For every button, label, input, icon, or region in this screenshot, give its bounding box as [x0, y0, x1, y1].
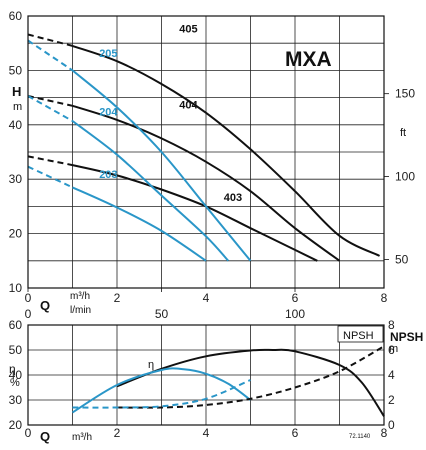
- series-label-404: 404: [179, 99, 198, 111]
- curve-203-dashed: [27, 165, 73, 189]
- y2-tick-label: 100: [395, 170, 415, 184]
- npsh-curve-black: [116, 345, 385, 409]
- h-axis-label: H: [12, 84, 21, 99]
- y2-tick-label: 0: [388, 418, 395, 432]
- npsh-box: [337, 325, 384, 343]
- head-chart-grid: [28, 16, 384, 288]
- x-tick-label: 4: [203, 291, 210, 305]
- y-tick-label: 60: [9, 318, 23, 332]
- q-axis-label: Q: [40, 298, 50, 313]
- x2-tick-label: 100: [285, 307, 305, 321]
- y-tick-label: 50: [9, 63, 23, 77]
- eta-curve-label: η: [148, 359, 154, 371]
- x-tick-label: 8: [381, 426, 388, 440]
- y-tick-label: 40: [9, 368, 23, 382]
- curve-405: [72, 44, 381, 257]
- y2-tick-label: 150: [395, 87, 415, 101]
- series-label-403: 403: [224, 192, 242, 204]
- chart-title: MXA: [285, 48, 332, 71]
- curve-204-dashed: [27, 95, 73, 122]
- curve-403-dashed: [27, 155, 73, 167]
- y2-tick-label: 4: [388, 368, 395, 382]
- eta-axis-unit: %: [10, 377, 20, 389]
- x-tick-label: 6: [292, 291, 299, 305]
- y2-tick-label: 6: [388, 343, 395, 357]
- x-tick-label: 0: [25, 426, 32, 440]
- x-tick-label: 4: [203, 426, 210, 440]
- x-tick-label: 2: [114, 426, 121, 440]
- q-axis-unit-m3h: m³/h: [70, 291, 90, 302]
- curve-404: [72, 104, 341, 262]
- y2-tick-label: 8: [388, 318, 395, 332]
- q-axis-unit-bottom: m³/h: [72, 432, 92, 443]
- y-tick-label: 30: [9, 393, 23, 407]
- x-tick-label: 0: [25, 291, 32, 305]
- curve-204: [71, 120, 230, 262]
- x-tick-label: 6: [292, 426, 299, 440]
- head-chart-ticks: 10 20 30 40 50 60 0 2 4 6 8 0 50 100 50 100 150: [9, 9, 416, 321]
- efficiency-chart-grid: [28, 325, 384, 425]
- npsh-curve-blue: [72, 379, 251, 409]
- series-label-205: 205: [99, 48, 117, 60]
- y-tick-label: 60: [9, 9, 23, 23]
- y-tick-label: 40: [9, 118, 23, 132]
- head-chart-frame: [27, 15, 385, 289]
- eta-axis-label: η: [9, 362, 16, 376]
- x2-tick-label: 50: [155, 307, 169, 321]
- series-label-204: 204: [99, 107, 118, 119]
- figure-code: 72.1140: [349, 434, 371, 440]
- q-axis-unit-lmin: l/min: [70, 305, 91, 316]
- x-tick-label: 2: [114, 291, 121, 305]
- eta-curve-black: [116, 348, 385, 417]
- curve-205-dashed: [27, 39, 74, 72]
- series-label-203: 203: [99, 169, 117, 181]
- npsh-box-label: NPSH: [343, 330, 374, 342]
- y-tick-label: 20: [9, 227, 23, 241]
- ft-axis-unit: ft: [400, 127, 406, 139]
- q-axis-label-bottom: Q: [40, 429, 50, 444]
- npsh-axis-label: NPSH: [390, 330, 423, 344]
- curve-405-dashed: [27, 33, 73, 47]
- curve-205: [71, 69, 252, 262]
- y-tick-label: 30: [9, 172, 23, 186]
- y2-tick-label: 50: [395, 252, 409, 266]
- eta-curve-blue: [71, 367, 252, 414]
- npsh-axis-unit: m: [389, 343, 398, 355]
- h-axis-unit: m: [13, 101, 22, 113]
- x-tick-label: 8: [381, 291, 388, 305]
- curve-203: [72, 186, 207, 262]
- y2-tick-label: 2: [388, 393, 395, 407]
- efficiency-chart-curves: [71, 345, 385, 417]
- x2-tick-label: 0: [25, 307, 32, 321]
- y-tick-label: 10: [9, 281, 23, 295]
- y-tick-label: 50: [9, 343, 23, 357]
- efficiency-chart-frame: [27, 324, 385, 426]
- head-chart-curves: 405 404 403 205 204 203: [27, 23, 381, 262]
- series-label-405: 405: [179, 23, 197, 35]
- y-tick-label: 20: [9, 418, 23, 432]
